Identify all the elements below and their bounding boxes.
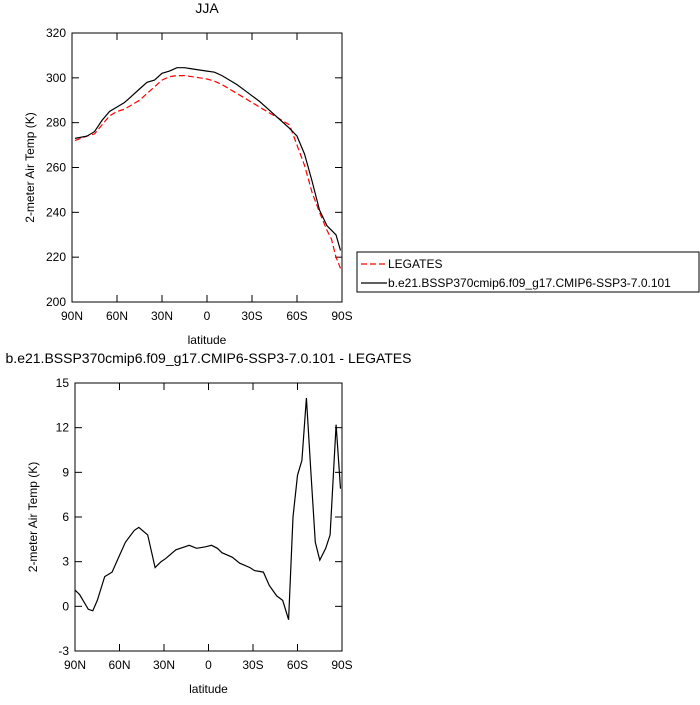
x-tick-label: 30N <box>151 309 173 323</box>
y-tick-label: 9 <box>62 465 69 479</box>
x-tick-label: 30N <box>153 658 175 672</box>
chart-title: JJA <box>195 0 219 16</box>
x-tick-label: 30S <box>242 658 263 672</box>
y-tick-label: 200 <box>46 295 66 309</box>
y-tick-label: -3 <box>58 644 69 658</box>
y-tick-label: 15 <box>56 376 70 390</box>
legend: LEGATES b.e21.BSSP370cmip6.f09_g17.CMIP6-… <box>356 251 700 293</box>
x-tick-label: 0 <box>205 658 212 672</box>
x-tick-label: 0 <box>204 309 211 323</box>
x-tick-label: 90N <box>61 309 83 323</box>
y-tick-label: 280 <box>46 116 66 130</box>
legend-label: LEGATES <box>388 257 442 271</box>
y-tick-label: 3 <box>62 555 69 569</box>
y-axis-label: 2-meter Air Temp (K) <box>23 112 37 222</box>
y-tick-label: 240 <box>46 205 66 219</box>
x-tick-label: 30S <box>241 309 262 323</box>
y-tick-label: 0 <box>62 599 69 613</box>
x-tick-label: 90S <box>331 658 352 672</box>
plot-frame <box>71 32 343 303</box>
legend-label: b.e21.BSSP370cmip6.f09_g17.CMIP6-SSP3-7.… <box>388 276 671 290</box>
y-axis-label: 2-meter Air Temp (K) <box>26 462 40 572</box>
x-tick-label: 60S <box>286 309 307 323</box>
x-tick-label: 60N <box>108 658 130 672</box>
chart-title: b.e21.BSSP370cmip6.f09_g17.CMIP6-SSP3-7.… <box>6 350 412 366</box>
y-tick-label: 6 <box>62 510 69 524</box>
x-axis-label: latitude <box>188 333 227 347</box>
y-tick-label: 12 <box>56 421 70 435</box>
panel: JJA latitude 2-meter Air Temp (K) 90N 60N 30N… <box>23 0 700 347</box>
y-tick-label: 300 <box>46 71 66 85</box>
data-line <box>74 397 342 620</box>
panel: b.e21.BSSP370cmip6.f09_g17.CMIP6-SSP3-7.… <box>6 350 412 696</box>
y-tick-label: 260 <box>46 161 66 175</box>
x-tick-label: 90S <box>331 309 352 323</box>
x-tick-label: 90N <box>64 658 86 672</box>
data-line <box>74 67 342 251</box>
legend-box <box>356 251 700 293</box>
y-tick-label: 220 <box>46 250 66 264</box>
y-tick-label: 320 <box>46 26 66 40</box>
x-tick-label: 60N <box>106 309 128 323</box>
plot-frame <box>74 382 343 652</box>
data-line <box>74 75 342 269</box>
x-tick-label: 60S <box>287 658 308 672</box>
x-axis-label: latitude <box>189 682 228 696</box>
